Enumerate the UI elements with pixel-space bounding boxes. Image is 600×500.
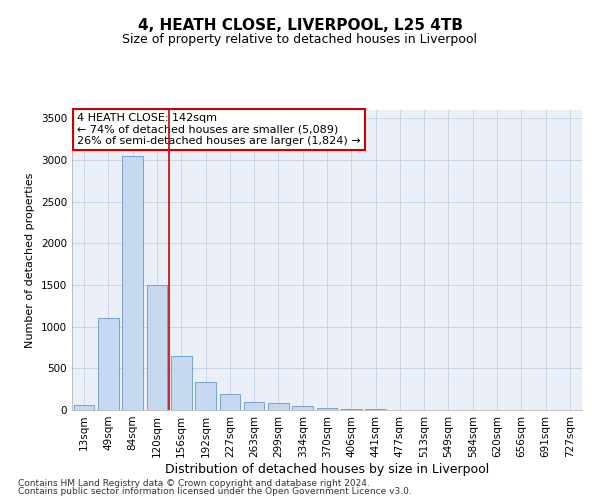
Y-axis label: Number of detached properties: Number of detached properties — [25, 172, 35, 348]
Bar — [195, 382, 216, 410]
Bar — [146, 285, 167, 410]
X-axis label: Distribution of detached houses by size in Liverpool: Distribution of detached houses by size … — [165, 462, 489, 475]
Text: Size of property relative to detached houses in Liverpool: Size of property relative to detached ho… — [122, 32, 478, 46]
Text: Contains HM Land Registry data © Crown copyright and database right 2024.: Contains HM Land Registry data © Crown c… — [18, 478, 370, 488]
Bar — [122, 156, 143, 410]
Bar — [244, 402, 265, 410]
Bar — [220, 394, 240, 410]
Bar — [98, 318, 119, 410]
Bar — [171, 356, 191, 410]
Text: Contains public sector information licensed under the Open Government Licence v3: Contains public sector information licen… — [18, 487, 412, 496]
Text: 4 HEATH CLOSE: 142sqm
← 74% of detached houses are smaller (5,089)
26% of semi-d: 4 HEATH CLOSE: 142sqm ← 74% of detached … — [77, 113, 361, 146]
Bar — [317, 408, 337, 410]
Bar — [268, 402, 289, 410]
Bar — [74, 406, 94, 410]
Bar — [341, 409, 362, 410]
Bar — [292, 406, 313, 410]
Text: 4, HEATH CLOSE, LIVERPOOL, L25 4TB: 4, HEATH CLOSE, LIVERPOOL, L25 4TB — [137, 18, 463, 32]
